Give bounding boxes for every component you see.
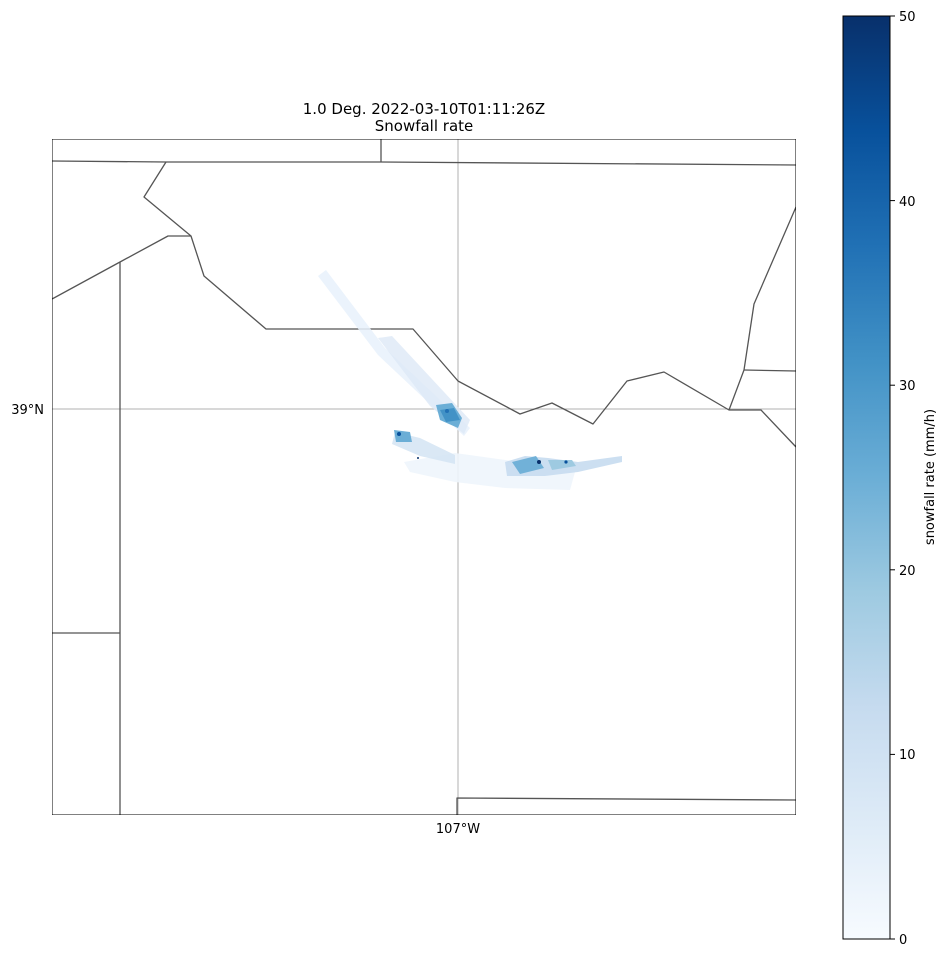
colorbar-tick-label: 40 bbox=[899, 195, 916, 210]
colorbar-tick-label: 0 bbox=[899, 933, 907, 948]
colorbar-gradient bbox=[842, 15, 891, 940]
snowfall-rate-field bbox=[318, 270, 622, 490]
map-panel bbox=[52, 139, 796, 815]
colorbar-tick-label: 50 bbox=[899, 10, 916, 25]
county-boundaries bbox=[52, 139, 796, 815]
colorbar-ticks bbox=[890, 15, 895, 940]
title-line-2: Snowfall rate bbox=[375, 117, 474, 135]
lat-label: 39°N bbox=[11, 403, 44, 418]
colorbar: 0 10 20 30 40 50 snowfall rate (mm/h) bbox=[842, 10, 938, 948]
colorbar-tick-label: 10 bbox=[899, 748, 916, 763]
title-line-1: 1.0 Deg. 2022-03-10T01:11:26Z bbox=[303, 100, 545, 118]
colorbar-tick-label: 20 bbox=[899, 564, 916, 579]
lon-label: 107°W bbox=[436, 822, 480, 837]
colorbar-tick-label: 30 bbox=[899, 379, 916, 394]
colorbar-label: snowfall rate (mm/h) bbox=[923, 409, 938, 545]
